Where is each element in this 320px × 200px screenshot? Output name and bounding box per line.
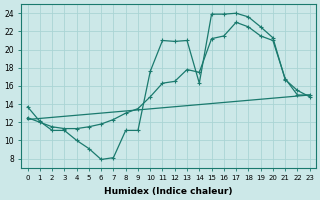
X-axis label: Humidex (Indice chaleur): Humidex (Indice chaleur) <box>104 187 233 196</box>
